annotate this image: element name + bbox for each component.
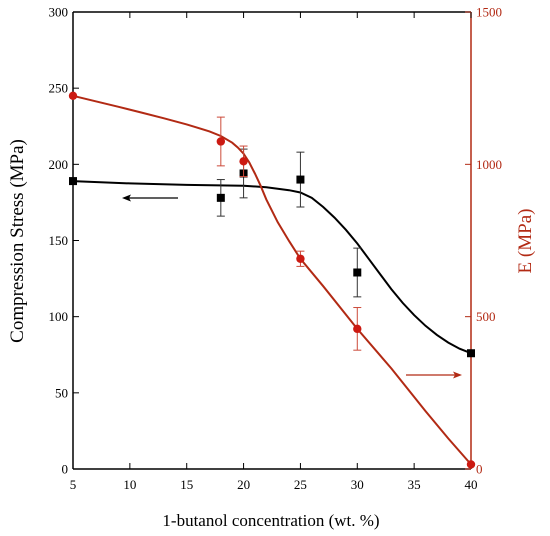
series-1-fit-line	[72, 94, 472, 466]
series-0-point	[353, 268, 362, 277]
x-tick-label: 40	[465, 477, 478, 492]
x-tick-label: 20	[237, 477, 250, 492]
y-left-tick-label: 250	[49, 81, 69, 96]
left-axis-arrow	[122, 194, 178, 202]
series-1-point	[353, 324, 362, 334]
series-layer	[68, 91, 476, 469]
y-right-tick-label: 1000	[476, 157, 502, 172]
y-axis-title-right: E (MPa)	[515, 209, 536, 274]
y-left-tick-label: 100	[49, 309, 69, 324]
series-1-point	[466, 460, 476, 469]
x-axis-title: 1-butanol concentration (wt. %)	[162, 511, 379, 530]
series-0-fit-line	[72, 180, 472, 355]
series-0-point	[467, 349, 475, 358]
plot-area	[72, 11, 472, 470]
tick-layer: 5 10 15 20 25 30 35 400501001502002503000500100…	[49, 5, 503, 493]
x-tick-label: 30	[351, 477, 364, 492]
series-0-point	[216, 193, 225, 202]
series-0-point	[296, 175, 305, 184]
y-right-tick-label: 1500	[476, 5, 502, 20]
y-left-tick-label: 300	[49, 5, 69, 20]
y-right-tick-label: 500	[476, 309, 496, 324]
series-0-point	[69, 177, 77, 186]
y-axis-title-left: Compression Stress (MPa)	[7, 139, 28, 343]
right-axis-arrow	[406, 371, 462, 379]
x-tick-label: 25	[294, 477, 307, 492]
y-left-tick-label: 0	[62, 462, 69, 477]
x-tick-label: 15	[180, 477, 193, 492]
series-1-point	[296, 254, 305, 263]
x-tick-label: 10	[123, 477, 136, 492]
series-1-point	[216, 137, 226, 146]
series-1-point	[239, 157, 248, 166]
y-left-tick-label: 200	[49, 157, 69, 172]
y-left-tick-label: 150	[49, 233, 69, 248]
y-left-tick-label: 50	[55, 385, 68, 400]
x-tick-label: 5	[70, 477, 77, 492]
series-1-point	[68, 91, 78, 100]
y-right-tick-label: 0	[476, 462, 483, 477]
x-tick-label: 35	[408, 477, 421, 492]
